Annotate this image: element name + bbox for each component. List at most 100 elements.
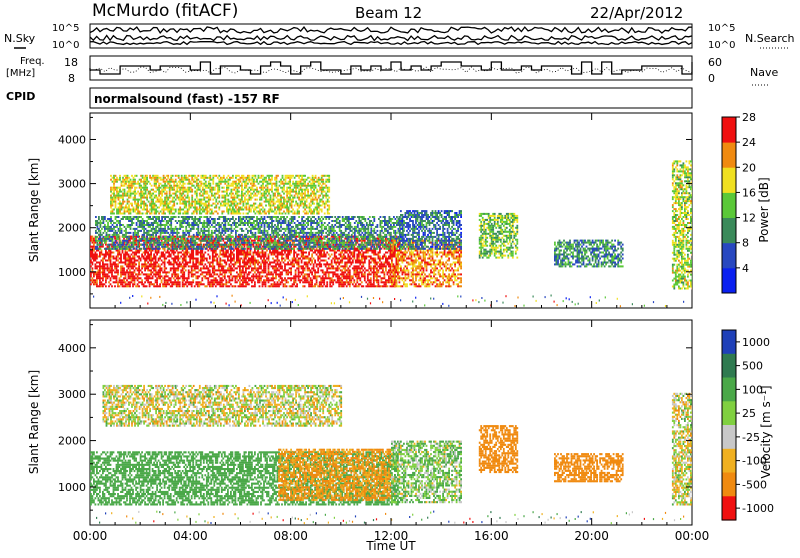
power-scatter-cell	[224, 260, 226, 262]
power-scatter-cell	[230, 273, 232, 275]
power-scatter-cell	[212, 285, 214, 287]
power-scatter-cell	[384, 273, 386, 275]
power-scatter-cell	[295, 234, 297, 236]
power-scatter-cell	[378, 279, 380, 281]
power-scatter-cell	[329, 256, 331, 258]
power-scatter-cell	[307, 256, 309, 258]
power-scatter-cell	[262, 220, 264, 222]
power-scatter-cell	[268, 269, 270, 271]
power-scatter-cell	[301, 279, 303, 281]
power-scatter-cell	[137, 242, 139, 244]
power-scatter-cell	[169, 244, 171, 246]
power-scatter-cell	[232, 248, 234, 250]
power-scatter-cell	[374, 273, 376, 275]
power-scatter-cell	[328, 258, 330, 260]
power-scatter-cell	[105, 254, 107, 256]
power-scatter-cell	[237, 226, 239, 228]
power-scatter-cell	[276, 230, 278, 232]
power-scatter-cell	[257, 260, 259, 262]
power-scatter-cell	[250, 254, 252, 256]
power-scatter-cell	[150, 281, 152, 283]
power-scatter-cell	[134, 232, 136, 234]
power-scatter-cell	[316, 263, 318, 265]
power-scatter-cell	[159, 283, 161, 285]
power-scatter-cell	[102, 285, 104, 287]
power-scatter-cell	[209, 220, 211, 222]
power-scatter-cell	[194, 222, 196, 224]
power-scatter-cell	[250, 244, 252, 246]
power-scatter-cell	[171, 275, 173, 277]
power-scatter-cell	[316, 248, 318, 250]
power-scatter-cell	[307, 277, 309, 279]
power-scatter-cell	[125, 281, 127, 283]
power-scatter-cell	[233, 254, 235, 256]
power-scatter-cell	[358, 285, 360, 287]
power-scatter-cell	[137, 232, 139, 234]
power-scatter-cell	[208, 228, 210, 230]
power-scatter-cell	[193, 236, 195, 238]
power-scatter-cell	[145, 242, 147, 244]
power-scatter-cell	[332, 275, 334, 277]
power-scatter-cell	[241, 258, 243, 260]
power-scatter-cell	[231, 246, 233, 248]
power-scatter-cell	[143, 256, 145, 258]
power-scatter-cell	[194, 265, 196, 267]
power-scatter-cell	[272, 273, 274, 275]
power-scatter-cell	[191, 267, 193, 269]
power-scatter-cell	[256, 246, 258, 248]
power-scatter-cell	[215, 256, 217, 258]
power-scatter-cell	[265, 256, 267, 258]
power-scatter-cell	[174, 260, 176, 262]
power-scatter-cell	[318, 242, 320, 244]
power-scatter-cell	[270, 244, 272, 246]
power-scatter-cell	[180, 263, 182, 265]
power-scatter-cell	[120, 254, 122, 256]
power-scatter-cell	[256, 267, 258, 269]
power-scatter-cell	[332, 244, 334, 246]
power-scatter-cell	[266, 275, 268, 277]
power-scatter-cell	[321, 244, 323, 246]
power-scatter-cell	[253, 273, 255, 275]
power-scatter-cell	[105, 260, 107, 262]
power-scatter-cell	[321, 234, 323, 236]
power-scatter-cell	[274, 262, 276, 264]
power-scatter-cell	[133, 222, 135, 224]
power-scatter-cell	[251, 281, 253, 283]
power-scatter-cell	[116, 226, 118, 228]
power-scatter-cell	[289, 242, 291, 244]
power-scatter-cell	[311, 283, 313, 285]
power-scatter-cell	[201, 263, 203, 265]
power-scatter-cell	[331, 263, 333, 265]
power-scatter-cell	[232, 277, 234, 279]
power-scatter-cell	[182, 226, 184, 228]
power-scatter-cell	[295, 258, 297, 260]
power-scatter-cell	[95, 242, 97, 244]
power-scatter-cell	[170, 220, 172, 222]
power-scatter-cell	[285, 222, 287, 224]
power-scatter-cell	[172, 236, 174, 238]
power-scatter-cell	[163, 220, 165, 222]
power-scatter-cell	[155, 258, 157, 260]
power-scatter-cell	[316, 281, 318, 283]
power-scatter-cell	[373, 277, 375, 279]
power-scatter-cell	[338, 267, 340, 269]
power-scatter-cell	[311, 256, 313, 258]
power-scatter-cell	[260, 267, 262, 269]
power-scatter-cell	[280, 275, 282, 277]
power-scatter-cell	[240, 224, 242, 226]
power-scatter-cell	[93, 244, 95, 246]
power-scatter-cell	[192, 256, 194, 258]
power-scatter-cell	[262, 240, 264, 242]
power-scatter-cell	[119, 277, 121, 279]
power-scatter-cell	[170, 279, 172, 281]
power-scatter-cell	[284, 252, 286, 254]
power-scatter-cell	[188, 252, 190, 254]
power-scatter-cell	[133, 240, 135, 242]
power-scatter-cell	[186, 285, 188, 287]
power-scatter-cell	[265, 281, 267, 283]
power-scatter-cell	[164, 216, 166, 218]
power-scatter-cell	[134, 275, 136, 277]
power-scatter-cell	[158, 246, 160, 248]
power-scatter-cell	[134, 283, 136, 285]
